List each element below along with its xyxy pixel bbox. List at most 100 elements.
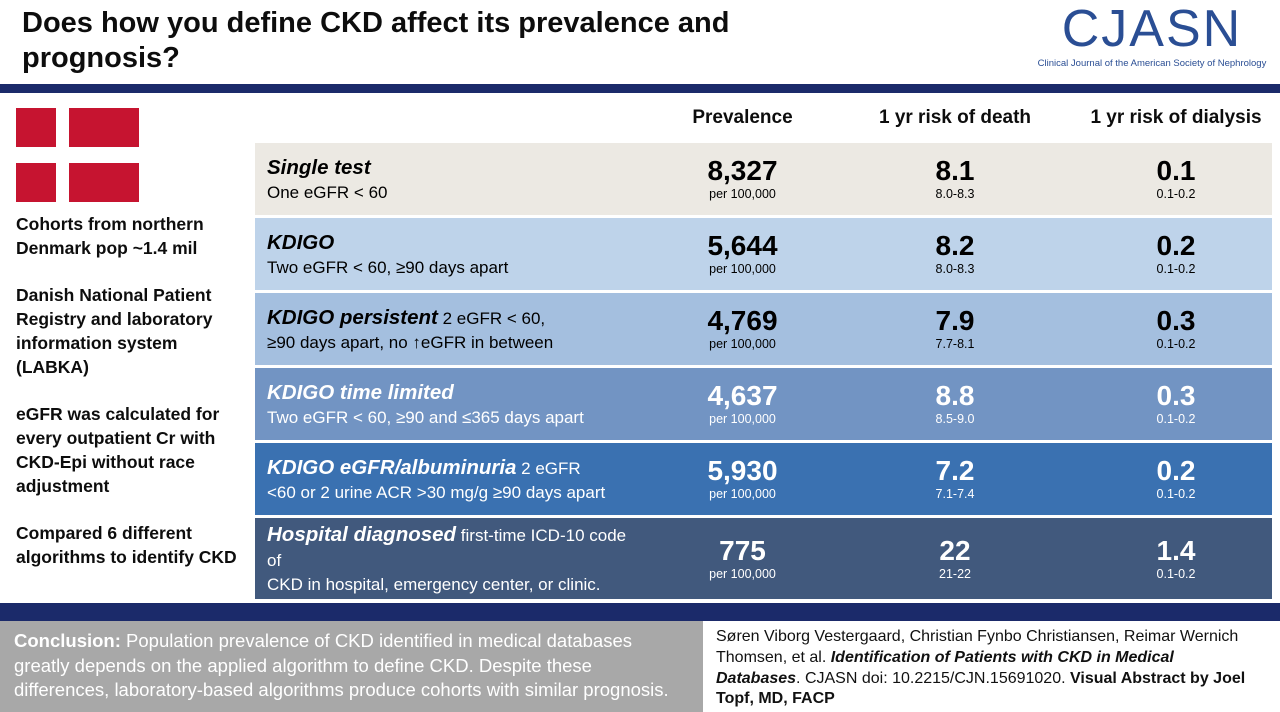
dialysis-risk-cell: 0.2 0.1-0.2	[1080, 218, 1272, 290]
definition-name: Single test	[267, 155, 371, 179]
prevalence-value-cell: 775 per 100,000	[655, 518, 830, 600]
death-risk-value: 7.9	[935, 305, 975, 336]
sidebar-paragraph-cohort: Cohorts from northern Denmark pop ~1.4 m…	[16, 214, 204, 258]
page-title: Does how you define CKD affect its preva…	[22, 7, 730, 75]
citation-box: Søren Viborg Vestergaard, Christian Fynb…	[716, 621, 1256, 712]
dialysis-risk-cell: 0.1 0.1-0.2	[1080, 143, 1272, 215]
prevalence-value: 4,769	[707, 305, 778, 336]
row-label: KDIGO time limited Two eGFR < 60, ≥90 an…	[255, 368, 655, 440]
column-header-prevalence: Prevalence	[692, 106, 793, 128]
dialysis-risk-value: 0.3	[1156, 380, 1196, 411]
prevalence-value: 5,644	[707, 230, 778, 261]
death-risk-range: 21-22	[939, 567, 971, 581]
definition-detail: ≥90 days apart, no ↑eGFR in between	[267, 332, 554, 352]
prevalence-value: 4,637	[707, 380, 778, 411]
prevalence-value-cell: 5,644 per 100,000	[655, 218, 830, 290]
dialysis-risk-cell: 1.4 0.1-0.2	[1080, 518, 1272, 600]
prevalence-value-cell: 5,930 per 100,000	[655, 443, 830, 515]
dialysis-risk-range: 0.1-0.2	[1156, 412, 1196, 426]
column-header-death-risk: 1 yr risk of death	[878, 106, 1032, 128]
death-risk-range: 8.0-8.3	[935, 262, 975, 276]
death-risk-value: 8.8	[935, 380, 975, 411]
sidebar-paragraph-egfr: eGFR was calculated for every outpatient…	[16, 404, 220, 496]
conclusion-text: Population prevalence of CKD identified …	[14, 630, 669, 701]
flag-block	[16, 163, 56, 202]
dialysis-risk-range: 0.1-0.2	[1156, 262, 1196, 276]
citation-credit: Visual Abstract by Joel Topf, MD, FACP	[716, 669, 1246, 708]
prevalence-value: 8,327	[707, 155, 778, 186]
conclusion-box: Conclusion: Population prevalence of CKD…	[0, 621, 703, 712]
definition-name: KDIGO	[267, 230, 335, 254]
definition-name: KDIGO eGFR/albuminuria	[267, 455, 517, 479]
sidebar-paragraph-algorithms: Compared 6 different algorithms to ident…	[16, 523, 237, 567]
citation-article-title: Identification of Patients with CKD in M…	[716, 648, 1174, 687]
table-row-kdigo-persistent: KDIGO persistent 2 eGFR < 60, ≥90 days a…	[255, 293, 1272, 365]
prevalence-value-cell: 8,327 per 100,000	[655, 143, 830, 215]
death-risk-value: 8.1	[935, 155, 975, 186]
definition-detail: CKD in hospital, emergency center, or cl…	[267, 575, 601, 594]
prevalence-unit: per 100,000	[709, 337, 776, 351]
row-label: Single test One eGFR < 60	[255, 143, 655, 215]
definition-name-suffix: 2 eGFR	[516, 458, 581, 478]
prevalence-value-cell: 4,769 per 100,000	[655, 293, 830, 365]
death-risk-cell: 7.2 7.1-7.4	[830, 443, 1080, 515]
cjasn-logo-word: CJASN	[1061, 0, 1243, 58]
dialysis-risk-value: 0.1	[1156, 155, 1196, 186]
death-risk-range: 8.0-8.3	[935, 187, 975, 201]
column-header-dialysis-risk: 1 yr risk of dialysis	[1090, 106, 1262, 128]
citation-authors: Søren Viborg Vestergaard, Christian Fynb…	[716, 628, 1239, 666]
table-row-single-test: Single test One eGFR < 60 8,327 per 100,…	[255, 143, 1272, 215]
dialysis-risk-value: 0.2	[1156, 230, 1196, 261]
table-row-kdigo-time-limited: KDIGO time limited Two eGFR < 60, ≥90 an…	[255, 368, 1272, 440]
dialysis-risk-range: 0.1-0.2	[1156, 337, 1196, 351]
footer-divider-bar	[0, 603, 1280, 621]
definition-detail: <60 or 2 urine ACR >30 mg/g ≥90 days apa…	[267, 482, 606, 502]
dialysis-risk-range: 0.1-0.2	[1156, 567, 1196, 581]
death-risk-cell: 8.1 8.0-8.3	[830, 143, 1080, 215]
table-row-kdigo: KDIGO Two eGFR < 60, ≥90 days apart 5,64…	[255, 218, 1272, 290]
table-row-hospital-diagnosed: Hospital diagnosed first-time ICD-10 cod…	[255, 518, 1272, 599]
row-label: Hospital diagnosed first-time ICD-10 cod…	[255, 518, 655, 600]
row-label: KDIGO eGFR/albuminuria 2 eGFR <60 or 2 u…	[255, 443, 655, 515]
flag-block	[16, 108, 56, 147]
denmark-flag-icon	[16, 108, 139, 202]
death-risk-value: 8.2	[935, 230, 975, 261]
definition-name: KDIGO persistent	[267, 305, 438, 329]
death-risk-cell: 8.2 8.0-8.3	[830, 218, 1080, 290]
prevalence-value-cell: 4,637 per 100,000	[655, 368, 830, 440]
dialysis-risk-cell: 0.3 0.1-0.2	[1080, 293, 1272, 365]
prevalence-value: 775	[719, 535, 766, 566]
prevalence-unit: per 100,000	[709, 262, 776, 276]
death-risk-cell: 8.8 8.5-9.0	[830, 368, 1080, 440]
prevalence-unit: per 100,000	[709, 487, 776, 501]
cjasn-logo-tagline: Clinical Journal of the American Society…	[1037, 57, 1267, 69]
dialysis-risk-value: 0.3	[1156, 305, 1196, 336]
death-risk-cell: 7.9 7.7-8.1	[830, 293, 1080, 365]
definition-detail: Two eGFR < 60, ≥90 and ≤365 days apart	[267, 407, 584, 427]
death-risk-cell: 22 21-22	[830, 518, 1080, 600]
sidebar-paragraph-registry: Danish National Patient Registry and lab…	[16, 285, 213, 377]
table-row-kdigo-egfr-albuminuria: KDIGO eGFR/albuminuria 2 eGFR <60 or 2 u…	[255, 443, 1272, 515]
definition-name: KDIGO time limited	[267, 380, 454, 404]
definition-detail: Two eGFR < 60, ≥90 days apart	[267, 257, 509, 277]
flag-block	[69, 163, 139, 202]
dialysis-risk-range: 0.1-0.2	[1156, 187, 1196, 201]
prevalence-unit: per 100,000	[709, 567, 776, 581]
dialysis-risk-cell: 0.2 0.1-0.2	[1080, 443, 1272, 515]
death-risk-value: 22	[939, 535, 971, 566]
definition-detail: One eGFR < 60	[267, 182, 388, 202]
row-label: KDIGO Two eGFR < 60, ≥90 days apart	[255, 218, 655, 290]
death-risk-range: 7.1-7.4	[935, 487, 975, 501]
definition-name-suffix: 2 eGFR < 60,	[437, 308, 546, 328]
flag-block	[69, 108, 139, 147]
table-header-row: Prevalence 1 yr risk of death 1 yr risk …	[255, 95, 1272, 140]
header-divider-bar	[0, 84, 1280, 93]
ckd-definition-table: Prevalence 1 yr risk of death 1 yr risk …	[255, 95, 1272, 602]
dialysis-risk-value: 0.2	[1156, 455, 1196, 486]
definition-name-suffix: first-time ICD-10 code of	[267, 526, 627, 570]
study-info-sidebar: Cohorts from northern Denmark pop ~1.4 m…	[16, 108, 250, 592]
dialysis-risk-cell: 0.3 0.1-0.2	[1080, 368, 1272, 440]
dialysis-risk-value: 1.4	[1156, 535, 1196, 566]
row-label: KDIGO persistent 2 eGFR < 60, ≥90 days a…	[255, 293, 655, 365]
death-risk-range: 8.5-9.0	[935, 412, 975, 426]
